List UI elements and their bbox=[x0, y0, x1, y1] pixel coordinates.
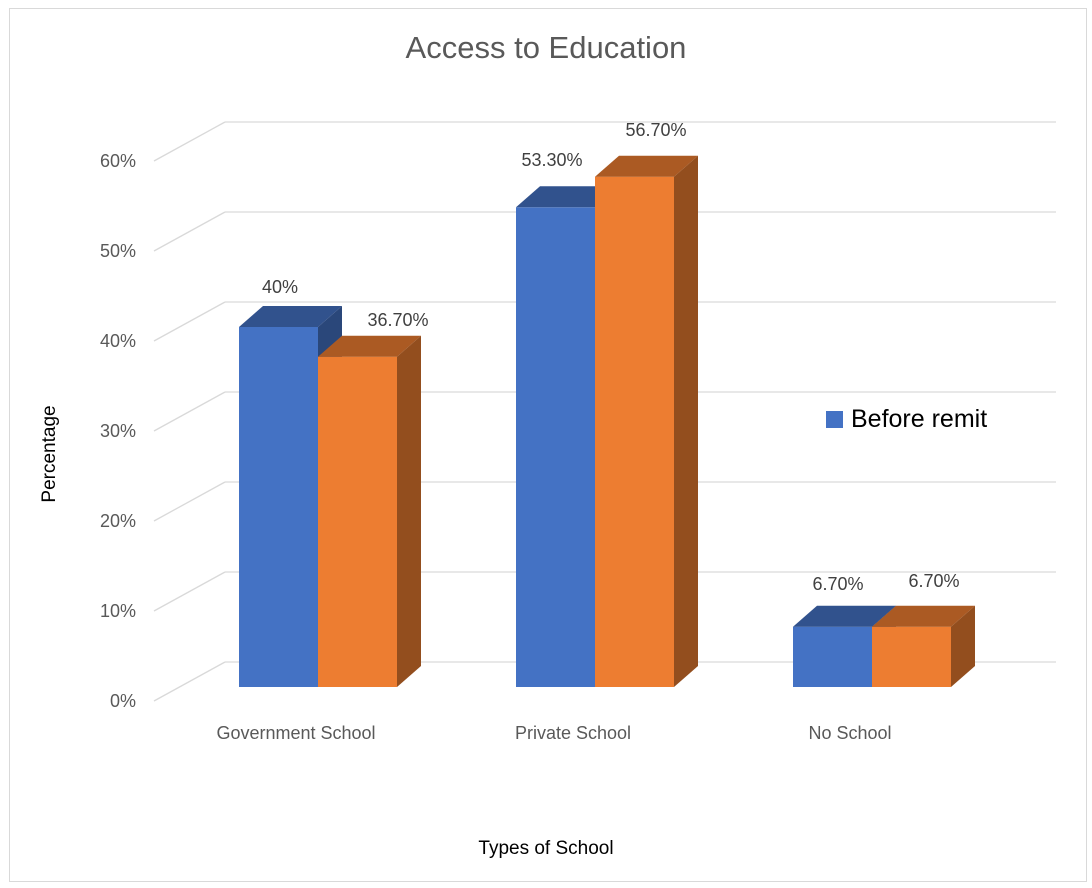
legend: Before remit bbox=[826, 405, 987, 434]
legend-swatch-series-1 bbox=[826, 411, 843, 428]
bar-side-2-1 bbox=[674, 155, 698, 687]
bar-1-2 bbox=[793, 626, 872, 687]
data-label: 36.70% bbox=[367, 310, 428, 330]
gridline-diagonal bbox=[153, 661, 226, 702]
gridline-diagonal bbox=[153, 391, 226, 432]
bar-top-1-2 bbox=[793, 605, 896, 627]
x-tick-label: No School bbox=[808, 723, 891, 743]
x-tick-label: Private School bbox=[515, 723, 631, 743]
data-label: 40% bbox=[262, 277, 298, 297]
bar-side-2-0 bbox=[397, 335, 421, 687]
bar-2-2 bbox=[872, 626, 951, 687]
chart-title: Access to Education bbox=[405, 30, 687, 65]
gridline-diagonal bbox=[153, 481, 226, 522]
y-tick-label: 10% bbox=[100, 601, 136, 621]
y-tick-label: 30% bbox=[100, 421, 136, 441]
bar-2-0 bbox=[318, 356, 397, 687]
y-tick-label: 20% bbox=[100, 511, 136, 531]
bar-1-0 bbox=[239, 327, 318, 687]
bar-top-2-2 bbox=[872, 605, 975, 627]
bar-side-2-2 bbox=[951, 605, 975, 687]
bar-top-2-0 bbox=[318, 335, 421, 357]
bar-top-1-1 bbox=[516, 186, 619, 208]
data-label: 6.70% bbox=[812, 574, 863, 594]
gridline-diagonal bbox=[153, 211, 226, 252]
bar-1-1 bbox=[516, 207, 595, 688]
x-axis-label: Types of School bbox=[478, 838, 614, 859]
legend-label-series-1: Before remit bbox=[851, 405, 988, 433]
bar-2-1 bbox=[595, 176, 674, 687]
data-label: 53.30% bbox=[521, 150, 582, 170]
gridline-diagonal bbox=[153, 571, 226, 612]
gridline-diagonal bbox=[153, 301, 226, 342]
y-tick-label: 0% bbox=[110, 691, 136, 711]
bar-top-1-0 bbox=[239, 306, 342, 327]
y-tick-label: 60% bbox=[100, 151, 136, 171]
gridline-diagonal bbox=[153, 121, 226, 162]
y-tick-label: 40% bbox=[100, 331, 136, 351]
bar-top-2-1 bbox=[595, 155, 698, 177]
data-label: 56.70% bbox=[625, 120, 686, 140]
x-tick-label: Government School bbox=[216, 723, 375, 743]
y-tick-label: 50% bbox=[100, 241, 136, 261]
data-label: 6.70% bbox=[908, 571, 959, 591]
